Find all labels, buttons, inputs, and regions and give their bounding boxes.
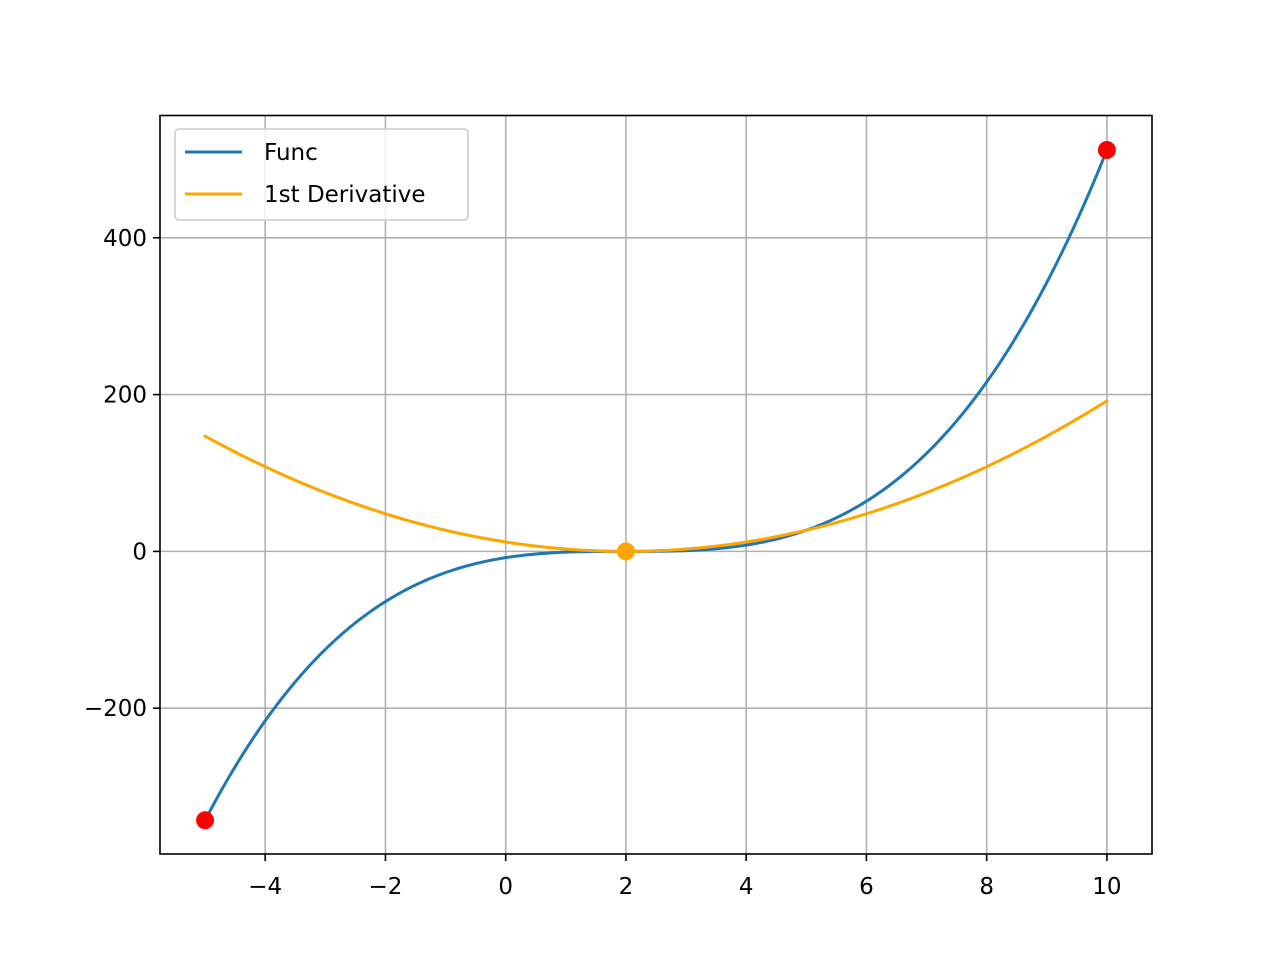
legend: Func 1st Derivative bbox=[174, 128, 469, 221]
y-tick-label: 0 bbox=[132, 539, 147, 565]
x-tick-label: 0 bbox=[498, 874, 513, 900]
point-markers bbox=[196, 140, 1116, 830]
legend-label-derivative: 1st Derivative bbox=[264, 182, 426, 208]
marker-point-2 bbox=[616, 542, 635, 561]
x-tick-label: 4 bbox=[739, 874, 754, 900]
axis-ticks: −4 −2 0 2 4 6 8 10 −200 0 200 400 bbox=[84, 226, 1122, 900]
y-tick-label: −200 bbox=[84, 696, 147, 722]
series-line-derivative bbox=[203, 398, 1109, 553]
y-tick-label: 400 bbox=[103, 226, 147, 252]
y-tick-label: 200 bbox=[103, 383, 147, 409]
x-tick-label: 2 bbox=[619, 874, 634, 900]
axes-frame bbox=[159, 114, 1153, 855]
legend-label-func: Func bbox=[264, 140, 318, 166]
legend-box bbox=[174, 128, 469, 221]
x-tick-label: −2 bbox=[369, 874, 403, 900]
x-tick-label: 6 bbox=[859, 874, 874, 900]
marker-point-1 bbox=[1097, 140, 1116, 159]
x-tick-label: 8 bbox=[979, 874, 994, 900]
x-tick-label: 10 bbox=[1092, 874, 1121, 900]
x-tick-label: −4 bbox=[248, 874, 282, 900]
series-lines bbox=[203, 148, 1109, 823]
marker-point-0 bbox=[196, 811, 215, 830]
